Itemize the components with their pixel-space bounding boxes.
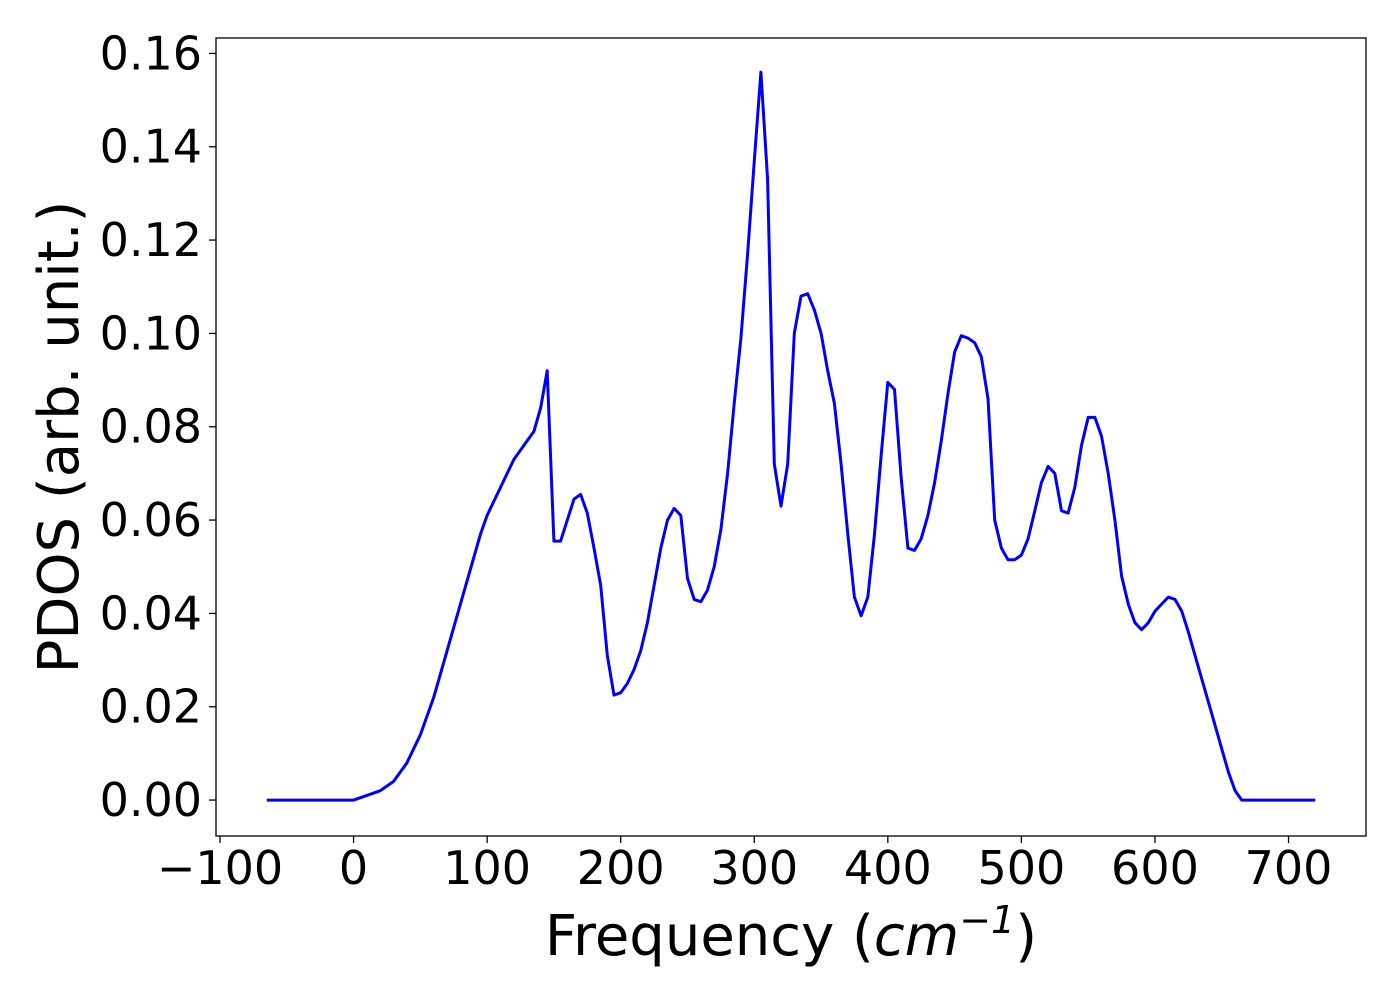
y-tick-label: 0.14 bbox=[100, 120, 202, 174]
pdos-series-line bbox=[266, 70, 1316, 802]
y-axis-ticks: 0.00 0.02 0.04 0.06 0.08 0.10 0.12 0.14 0.16 bbox=[100, 26, 216, 827]
x-tick-label: 400 bbox=[844, 841, 932, 895]
x-tick-label: 200 bbox=[577, 841, 665, 895]
x-axis-title: Frequency (cm−1) bbox=[545, 898, 1037, 969]
y-tick-label: 0.16 bbox=[100, 26, 202, 80]
x-axis-title-suffix: ) bbox=[1015, 904, 1037, 969]
y-tick-label: 0.02 bbox=[100, 680, 202, 734]
y-tick-label: 0.12 bbox=[100, 213, 202, 267]
x-axis-ticks: −100 0 100 200 300 400 500 600 700 bbox=[157, 836, 1333, 895]
y-axis-title: PDOS (arb. unit.) bbox=[27, 201, 92, 674]
y-tick-label: 0.04 bbox=[100, 586, 202, 640]
plot-frame bbox=[215, 37, 1367, 837]
x-axis-title-prefix: Frequency ( bbox=[545, 904, 874, 969]
x-tick-label: 0 bbox=[339, 841, 368, 895]
x-tick-label: 500 bbox=[977, 841, 1065, 895]
x-tick-label: 600 bbox=[1111, 841, 1199, 895]
series-layer bbox=[266, 70, 1316, 802]
y-tick-label: 0.08 bbox=[100, 400, 202, 454]
y-tick-label: 0.06 bbox=[100, 493, 202, 547]
y-tick-label: 0.10 bbox=[100, 306, 202, 360]
x-tick-label: −100 bbox=[157, 841, 283, 895]
x-tick-label: 300 bbox=[710, 841, 798, 895]
x-tick-label: 100 bbox=[443, 841, 531, 895]
x-axis-title-unit: cm bbox=[874, 904, 959, 969]
y-tick-label: 0.00 bbox=[100, 773, 202, 827]
x-tick-label: 700 bbox=[1245, 841, 1333, 895]
x-axis-title-exponent: −1 bbox=[959, 898, 1015, 942]
